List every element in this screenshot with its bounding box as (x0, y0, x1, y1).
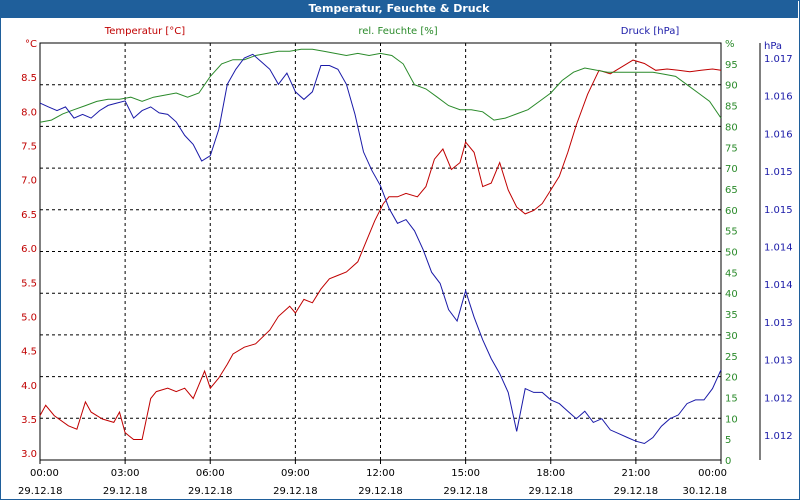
humidity-tick-label: 85 (725, 102, 738, 113)
x-tick-date: 29.12.18 (528, 486, 573, 497)
humidity-tick-label: 20 (725, 373, 738, 384)
humidity-tick-label: 25 (725, 352, 738, 363)
temperature-tick-label: 3.5 (21, 415, 37, 426)
temperature-tick-label: 5.0 (21, 312, 37, 323)
x-tick-date: 29.12.18 (188, 486, 233, 497)
series-line-pressure (39, 53, 722, 445)
temperature-tick-label: 5.5 (21, 278, 37, 289)
humidity-tick-label: 95 (725, 60, 738, 71)
humidity-tick-label: 0 (725, 456, 731, 467)
temperature-tick-label: 6.5 (21, 210, 37, 221)
x-tick-time: 12:00 (366, 468, 395, 479)
pressure-unit-label: hPa (764, 41, 782, 52)
legend-pressure: Druck [hPa] (621, 26, 680, 37)
axis-labels: 00:00 29.12.18 03:00 29.12.18 06:00 29.12.18 0… (18, 39, 793, 497)
pressure-tick-label: 1.012 (764, 431, 793, 442)
legend-temperature: Temperatur [°C] (104, 26, 185, 37)
x-tick-time: 15:00 (451, 468, 480, 479)
humidity-tick-label: 75 (725, 143, 738, 154)
x-tick-date: 30.12.18 (682, 486, 727, 497)
pressure-tick-label: 1.016 (764, 129, 793, 140)
humidity-tick-label: 70 (725, 164, 738, 175)
pressure-tick-label: 1.017 (764, 54, 793, 65)
gridlines (39, 43, 761, 464)
temperature-unit-label: °C (25, 39, 37, 50)
temperature-tick-label: 4.0 (21, 381, 37, 392)
pressure-tick-label: 1.016 (764, 92, 793, 103)
series-layer (39, 48, 722, 445)
temperature-tick-label: 7.0 (21, 176, 37, 187)
humidity-tick-label: 60 (725, 206, 738, 217)
pressure-tick-label: 1.014 (764, 243, 793, 254)
humidity-tick-label: 15 (725, 393, 738, 404)
humidity-tick-label: 65 (725, 185, 738, 196)
series-line-temperature (39, 59, 722, 440)
x-tick-time: 03:00 (111, 468, 140, 479)
humidity-tick-label: 45 (725, 268, 738, 279)
pressure-tick-label: 1.015 (764, 167, 793, 178)
plot-area (39, 42, 722, 461)
x-tick-time: 18:00 (536, 468, 565, 479)
x-tick-date: 29.12.18 (273, 486, 318, 497)
series-line-humidity (39, 48, 722, 123)
humidity-tick-label: 80 (725, 122, 738, 133)
temperature-tick-label: 8.5 (21, 73, 37, 84)
x-tick-date: 29.12.18 (103, 486, 148, 497)
x-tick-date: 29.12.18 (443, 486, 488, 497)
x-tick-date: 29.12.18 (358, 486, 403, 497)
humidity-tick-label: 35 (725, 310, 738, 321)
temperature-tick-label: 4.5 (21, 347, 37, 358)
humidity-tick-label: 40 (725, 289, 738, 300)
pressure-tick-label: 1.013 (764, 356, 793, 367)
temperature-tick-label: 6.0 (21, 244, 37, 255)
chart-title: Temperatur, Feuchte & Druck (0, 0, 798, 18)
humidity-tick-label: 30 (725, 331, 738, 342)
x-tick-time: 00:00 (698, 468, 727, 479)
pressure-tick-label: 1.014 (764, 280, 793, 291)
humidity-tick-label: 10 (725, 414, 738, 425)
humidity-tick-label: 55 (725, 227, 738, 238)
pressure-tick-label: 1.012 (764, 393, 793, 404)
legend: Temperatur [°C] rel. Feuchte [%] Druck [hP… (104, 26, 680, 37)
humidity-tick-label: % (725, 39, 735, 50)
humidity-tick-label: 50 (725, 248, 738, 259)
temperature-tick-label: 3.0 (21, 449, 37, 460)
x-tick-time: 09:00 (281, 468, 310, 479)
humidity-tick-label: 5 (725, 435, 731, 446)
x-tick-time: 21:00 (621, 468, 650, 479)
x-tick-date: 29.12.18 (614, 486, 659, 497)
pressure-tick-label: 1.015 (764, 205, 793, 216)
legend-humidity: rel. Feuchte [%] (358, 26, 437, 37)
pressure-tick-label: 1.013 (764, 318, 793, 329)
temperature-tick-label: 7.5 (21, 142, 37, 153)
humidity-tick-label: 90 (725, 81, 738, 92)
x-tick-date: 29.12.18 (18, 486, 63, 497)
x-tick-time: 06:00 (196, 468, 225, 479)
temperature-tick-label: 8.0 (21, 107, 37, 118)
x-tick-time: 00:00 (30, 468, 59, 479)
